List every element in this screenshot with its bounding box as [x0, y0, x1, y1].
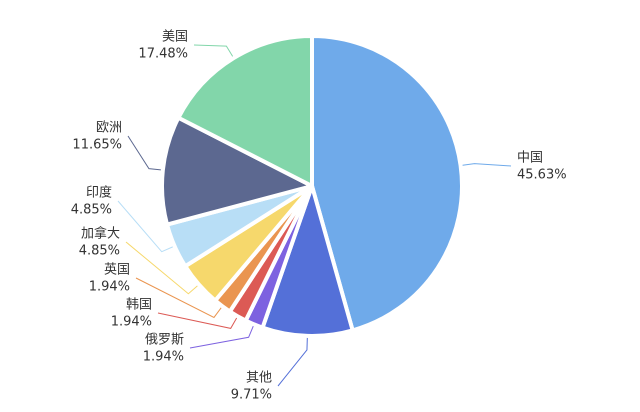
slice-label: 印度 [86, 185, 112, 201]
pie-slice [176, 34, 314, 188]
slice-value-label: 17.48% [138, 47, 188, 62]
slice-value-label: 9.71% [231, 388, 272, 403]
leader-line [193, 44, 234, 57]
leader-line [157, 312, 238, 329]
slice-value-label: 4.85% [71, 203, 112, 218]
leader-line [189, 325, 254, 349]
slice-value-label: 1.94% [111, 315, 152, 330]
slice-value-label: 11.65% [72, 138, 122, 153]
slice-label: 中国 [517, 151, 543, 166]
pie-slice [310, 34, 464, 333]
leader-line [125, 241, 198, 295]
slice-label: 欧洲 [96, 121, 122, 136]
slice-label: 英国 [104, 263, 130, 278]
leader-line [277, 337, 308, 387]
slice-label: 其他 [246, 371, 272, 386]
pie-slice [160, 115, 314, 227]
slice-label: 俄罗斯 [145, 333, 184, 348]
slice-label: 韩国 [126, 298, 152, 313]
slice-value-label: 4.85% [79, 244, 120, 259]
slice-label: 加拿大 [81, 226, 120, 242]
slice-value-label: 1.94% [89, 280, 130, 295]
leader-line [462, 163, 512, 167]
leader-line [135, 277, 222, 319]
leader-line [127, 135, 161, 171]
slice-value-label: 45.63% [517, 168, 567, 183]
slice-value-label: 1.94% [143, 350, 184, 365]
slice-label: 美国 [162, 30, 188, 45]
leader-line [117, 200, 173, 253]
